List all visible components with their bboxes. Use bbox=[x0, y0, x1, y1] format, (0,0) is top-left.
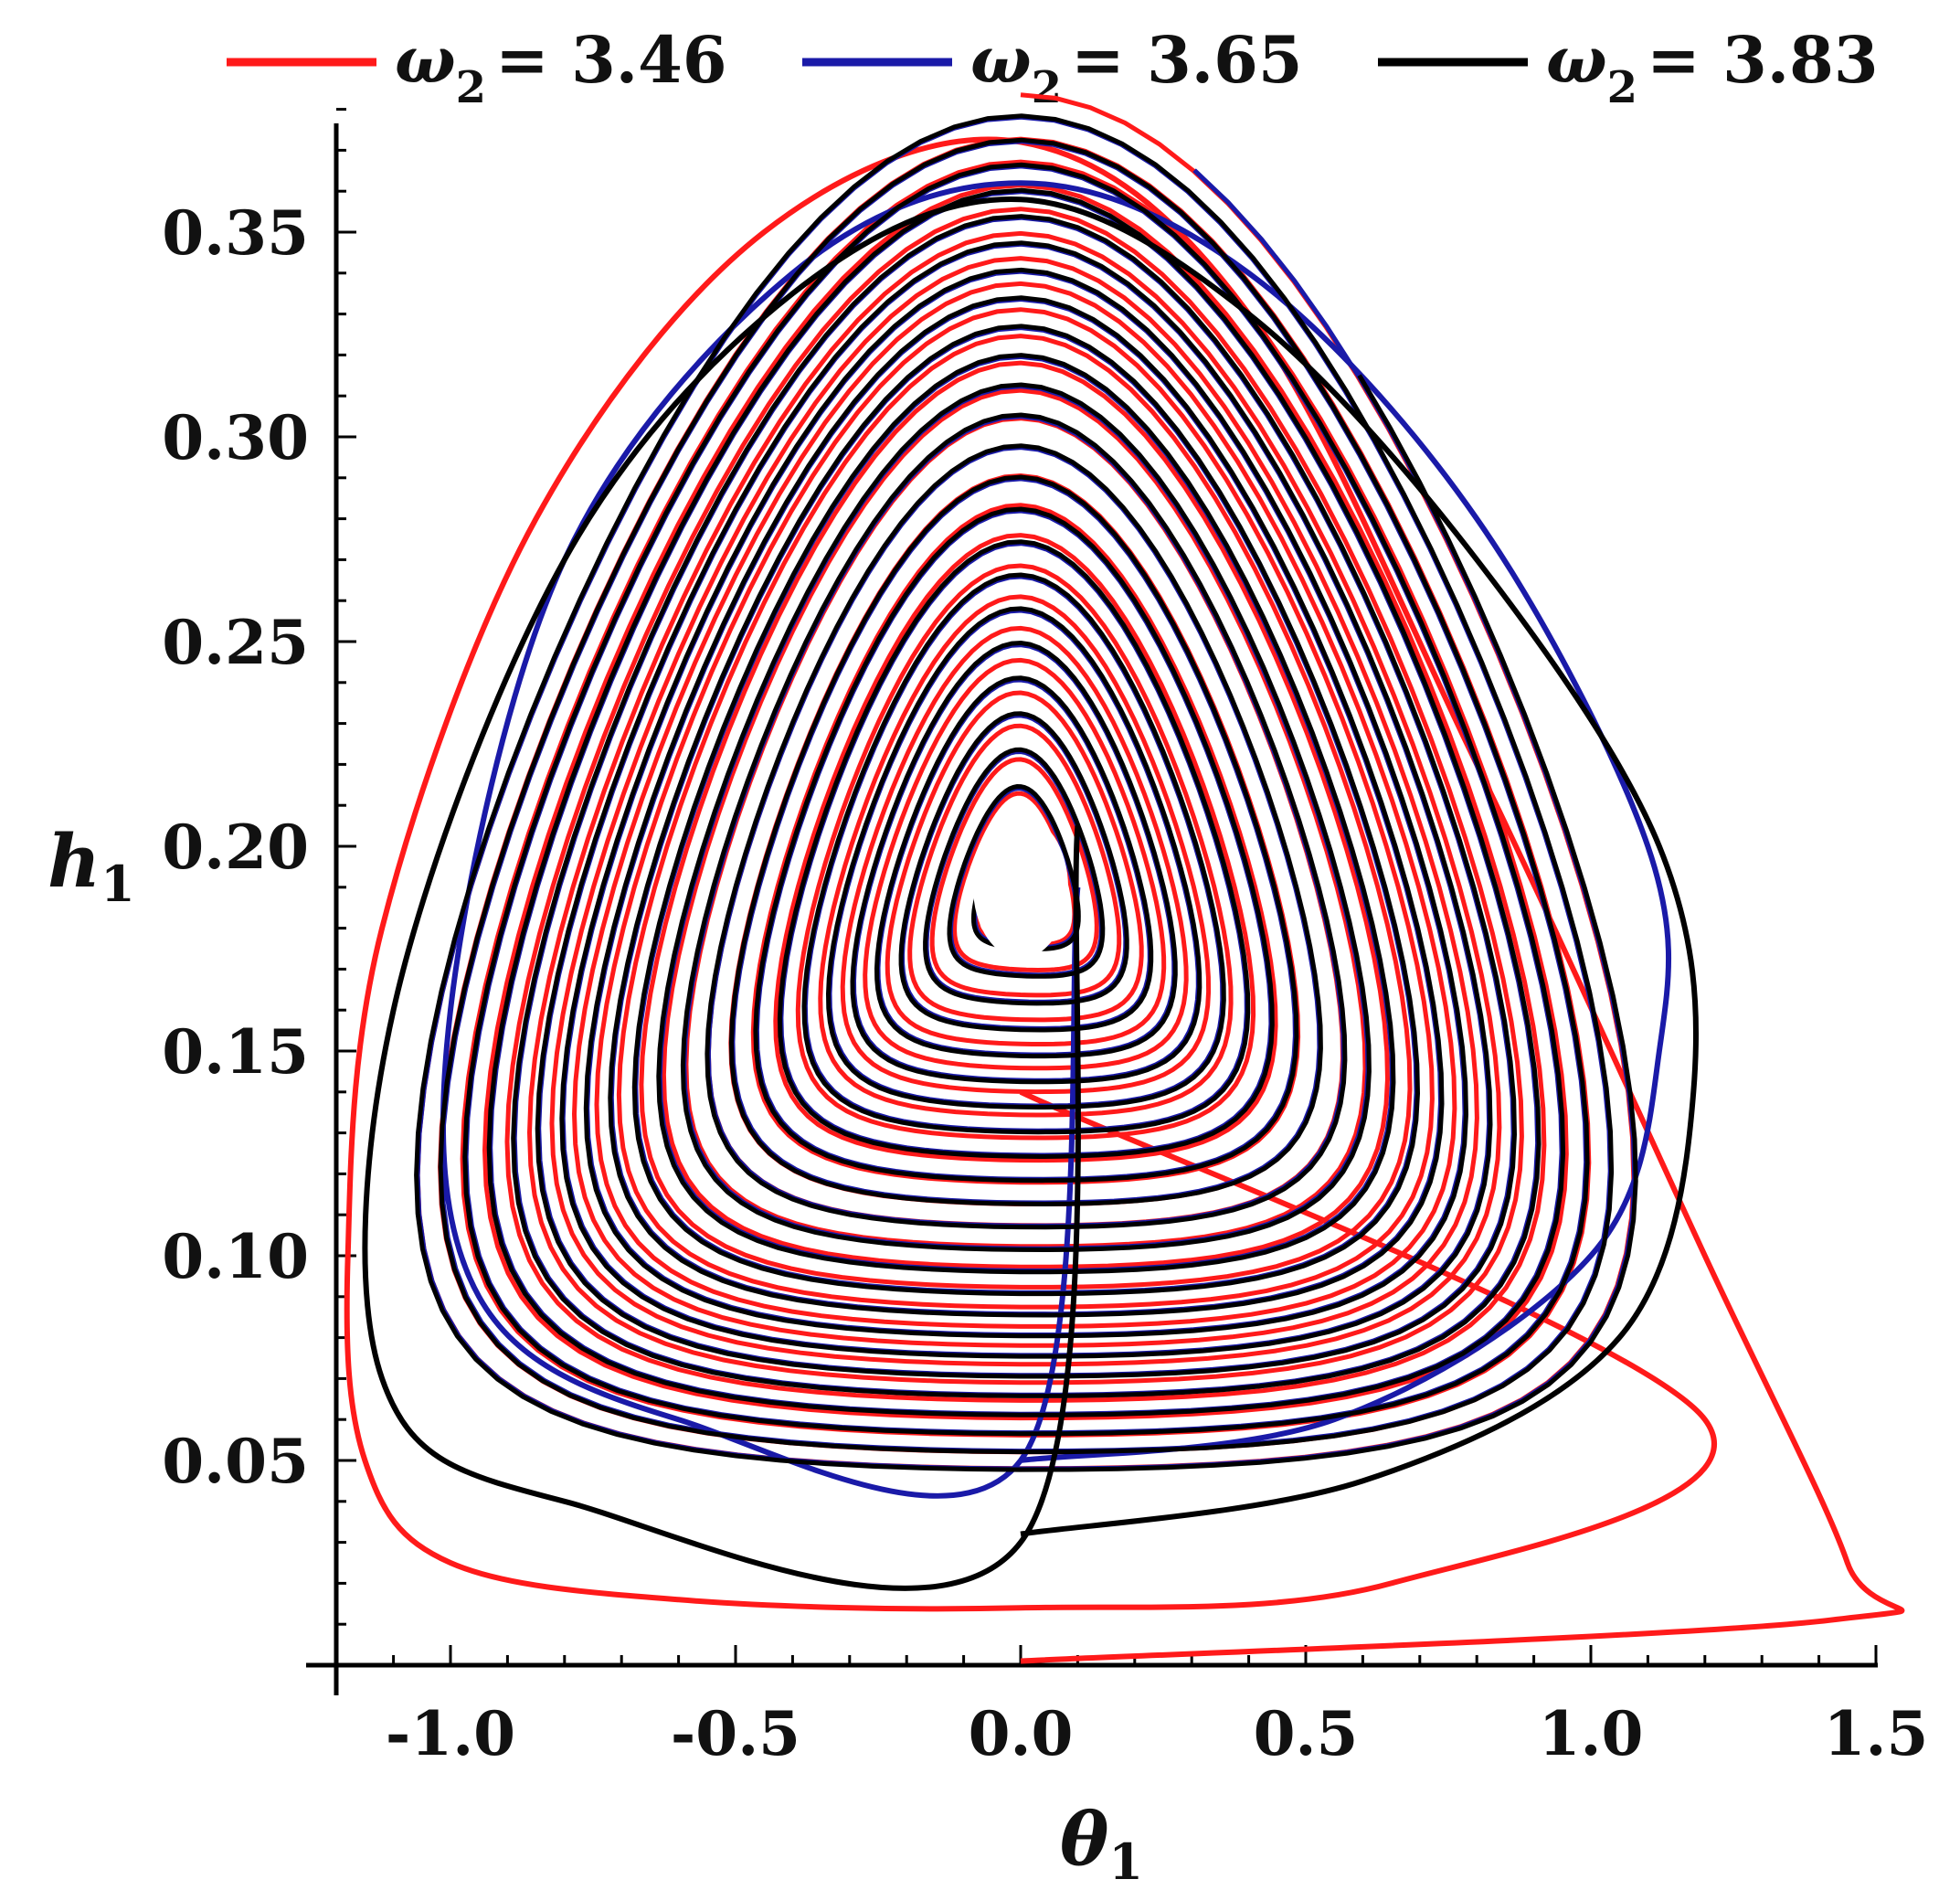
y-ticks bbox=[336, 108, 356, 1626]
legend-entry-1: ω2 = 3.46 bbox=[227, 22, 727, 113]
y-tick-label: 0.05 bbox=[162, 1426, 309, 1497]
center-hole bbox=[973, 815, 1068, 959]
series-trajectory-outer bbox=[362, 196, 1700, 1591]
x-tick-labels: -1.0 -0.5 0.0 0.5 1.0 1.5 bbox=[386, 1698, 1929, 1769]
series-trajectory-outer bbox=[344, 136, 1905, 1664]
x-axis-title-sub: 1 bbox=[1108, 1832, 1143, 1890]
legend-entry-2: ω2 = 3.65 bbox=[802, 22, 1303, 113]
legend-sub-3: 2 bbox=[1607, 62, 1637, 113]
series-trajectory-outer bbox=[440, 180, 1672, 1499]
plot-area bbox=[344, 92, 1905, 1664]
legend-entry-3: ω2 = 3.83 bbox=[1378, 22, 1879, 113]
x-tick-label: 1.0 bbox=[1539, 1698, 1644, 1769]
y-tick-label: 0.35 bbox=[162, 197, 309, 269]
legend-value-2: = 3.65 bbox=[1071, 22, 1303, 98]
legend-value-3: = 3.83 bbox=[1647, 22, 1879, 98]
y-axis-title-sub: 1 bbox=[101, 855, 135, 913]
x-tick-label: 1.5 bbox=[1824, 1698, 1929, 1769]
legend: ω2 = 3.46 ω2 = 3.65 ω2 = 3.83 bbox=[227, 22, 1879, 113]
x-axis-title-symbol: θ bbox=[1060, 1796, 1109, 1882]
x-tick-label: -1.0 bbox=[386, 1698, 515, 1769]
y-tick-label: 0.20 bbox=[162, 812, 309, 883]
legend-sub-1: 2 bbox=[456, 62, 486, 113]
y-tick-label: 0.25 bbox=[162, 607, 309, 678]
y-axis-title-symbol: h bbox=[48, 818, 101, 904]
x-tick-label: 0.0 bbox=[969, 1698, 1074, 1769]
x-axis-title: θ1 bbox=[1060, 1796, 1143, 1890]
legend-symbol-1: ω bbox=[395, 22, 456, 98]
legend-label-3: ω2 = 3.83 bbox=[1546, 22, 1879, 113]
legend-symbol-2: ω bbox=[970, 22, 1032, 98]
legend-value-1: = 3.46 bbox=[495, 22, 727, 98]
legend-label-1: ω2 = 3.46 bbox=[395, 22, 727, 113]
series-omega-3-83 bbox=[362, 113, 1700, 1591]
y-tick-label: 0.15 bbox=[162, 1016, 309, 1088]
y-tick-labels: 0.05 0.10 0.15 0.20 0.25 0.30 0.35 bbox=[162, 197, 309, 1497]
x-tick-label: -0.5 bbox=[671, 1698, 800, 1769]
series-trajectory-spiral bbox=[414, 113, 1638, 1472]
legend-sub-2: 2 bbox=[1032, 62, 1062, 113]
y-axis-title: h1 bbox=[48, 818, 135, 913]
legend-symbol-3: ω bbox=[1546, 22, 1607, 98]
x-tick-label: 0.5 bbox=[1254, 1698, 1359, 1769]
y-tick-label: 0.30 bbox=[162, 402, 309, 473]
legend-label-2: ω2 = 3.65 bbox=[970, 22, 1303, 113]
axes: -1.0 -0.5 0.0 0.5 1.0 1.5 0.05 0.10 0.15 0.20 0.2… bbox=[162, 108, 1929, 1769]
y-tick-label: 0.10 bbox=[162, 1221, 309, 1292]
